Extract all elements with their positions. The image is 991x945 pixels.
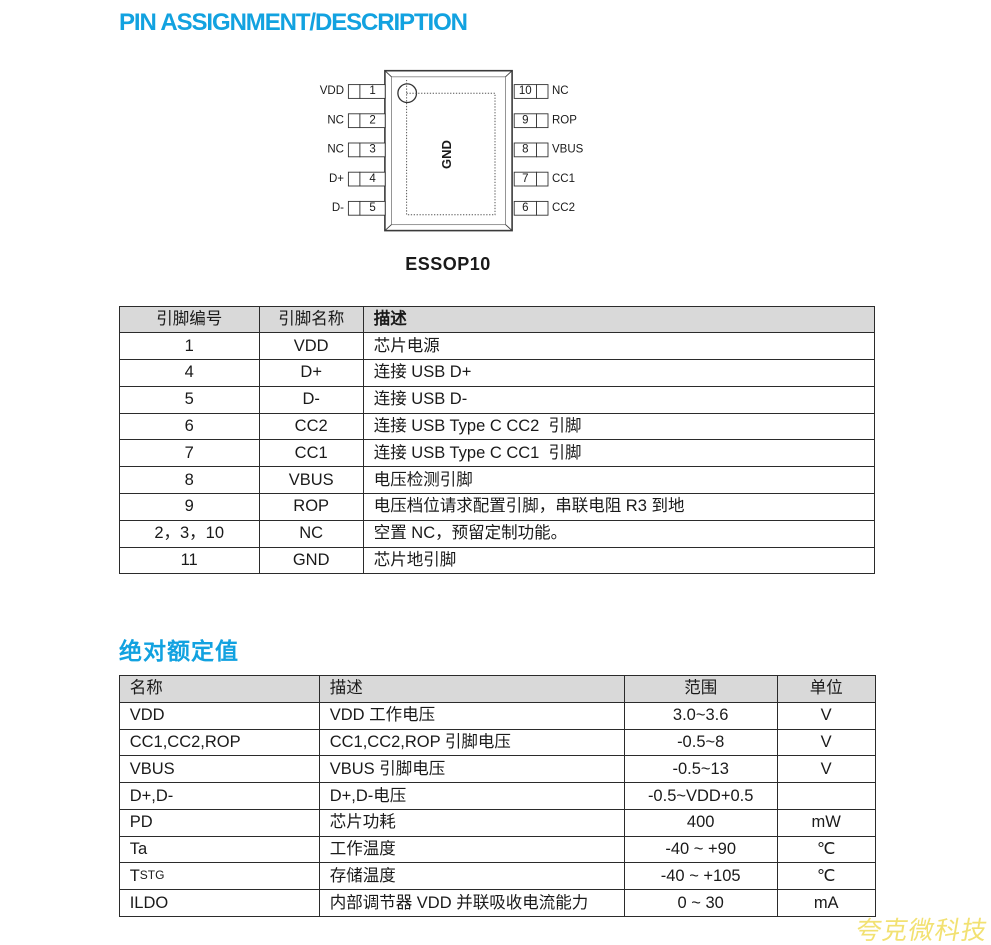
svg-text:3: 3 [369,144,375,156]
svg-text:NC: NC [327,144,344,156]
svg-text:NC: NC [327,114,344,126]
svg-text:10: 10 [519,85,532,97]
svg-text:5: 5 [369,202,375,214]
svg-text:CC1: CC1 [552,173,575,185]
svg-text:2: 2 [369,114,375,126]
svg-text:VDD: VDD [320,85,344,97]
svg-text:6: 6 [522,202,528,214]
svg-text:NC: NC [552,85,569,97]
svg-text:8: 8 [522,144,528,156]
svg-text:D-: D- [332,202,344,214]
svg-text:GND: GND [439,140,454,169]
svg-text:9: 9 [522,114,528,126]
svg-text:VBUS: VBUS [552,144,584,156]
svg-text:D+: D+ [329,173,344,185]
svg-text:1: 1 [369,85,375,97]
svg-text:CC2: CC2 [552,202,575,214]
svg-text:ROP: ROP [552,114,577,126]
svg-text:4: 4 [369,173,376,185]
svg-text:7: 7 [522,173,528,185]
